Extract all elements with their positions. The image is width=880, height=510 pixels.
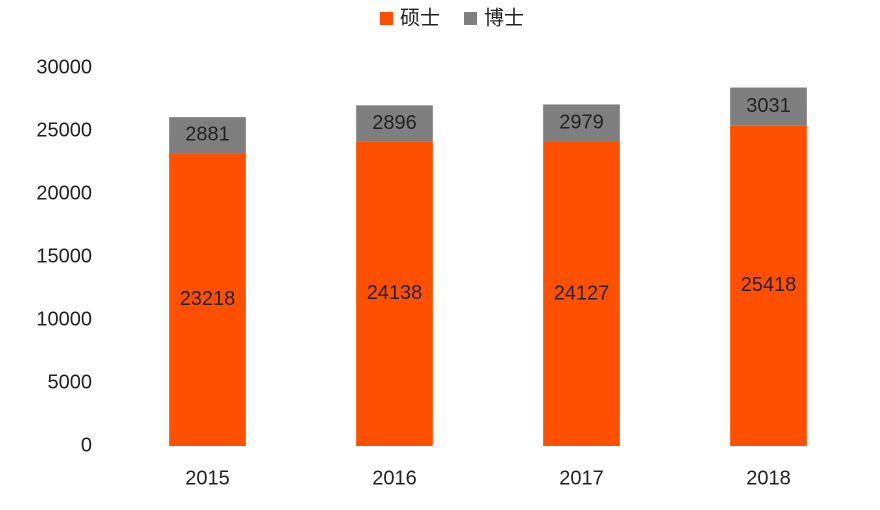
x-tick-label: 2018 — [746, 467, 791, 489]
bar-segment — [730, 125, 807, 446]
x-tick-label: 2017 — [559, 467, 604, 489]
bar-segment — [169, 117, 246, 154]
value-label: 2896 — [372, 112, 417, 134]
y-tick-label: 30000 — [36, 56, 92, 78]
value-label: 23218 — [180, 288, 236, 310]
value-label: 2979 — [559, 112, 604, 134]
value-label: 25418 — [741, 274, 797, 296]
x-tick-label: 2016 — [372, 467, 417, 489]
y-tick-label: 20000 — [36, 182, 92, 204]
bar-segment — [356, 141, 433, 446]
y-tick-label: 15000 — [36, 245, 92, 267]
legend-swatch — [380, 12, 393, 25]
bar-segment — [543, 104, 620, 142]
x-tick-label: 2015 — [185, 467, 230, 489]
bar-segment — [543, 141, 620, 446]
y-tick-label: 0 — [81, 434, 92, 456]
legend-label: 硕士 — [400, 6, 440, 29]
y-tick-label: 25000 — [36, 119, 92, 141]
y-tick-label: 10000 — [36, 308, 92, 330]
value-label: 24127 — [554, 282, 610, 304]
bar-segment — [730, 87, 807, 126]
legend-swatch — [464, 12, 477, 25]
value-label: 3031 — [746, 95, 791, 117]
bar-segment — [169, 153, 246, 447]
value-label: 24138 — [367, 282, 423, 304]
bar-segment — [356, 105, 433, 142]
legend-label: 博士 — [484, 6, 524, 29]
value-label: 2881 — [185, 124, 230, 146]
y-tick-label: 5000 — [48, 371, 93, 393]
